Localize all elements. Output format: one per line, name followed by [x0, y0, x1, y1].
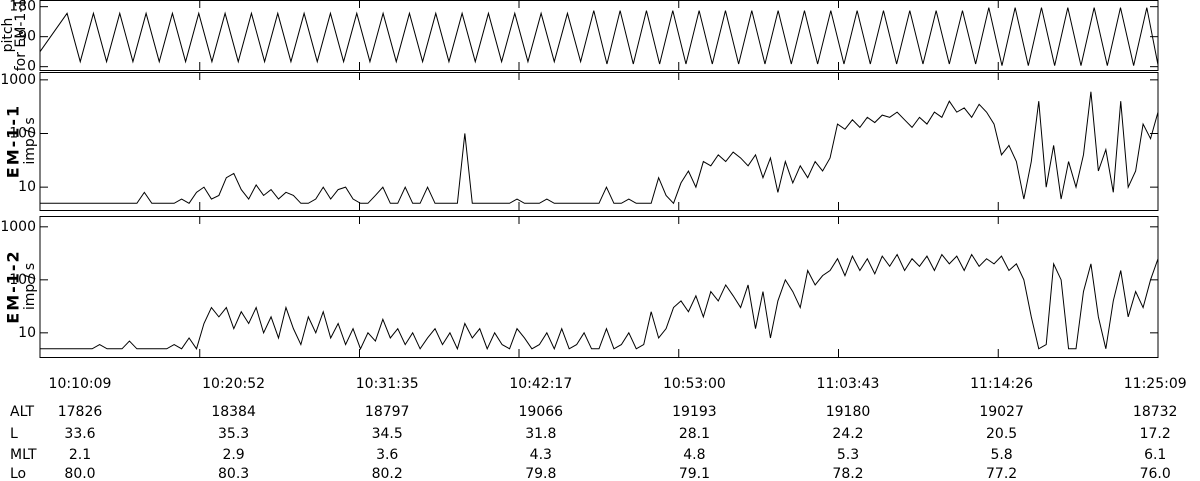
x-tick-label: 10:31:35: [356, 376, 419, 392]
row-value: 18384: [211, 404, 256, 420]
row-value: 20.5: [986, 426, 1017, 442]
x-tick-label: 10:10:09: [49, 376, 112, 392]
y-axis-label: pitch: [0, 18, 16, 53]
row-value: 80.3: [218, 466, 249, 481]
x-tick-label: 11:25:09: [1124, 376, 1187, 392]
y-axis-unit: for EM-1-1: [13, 0, 29, 71]
row-value: 19027: [979, 404, 1024, 420]
trace: [39, 7, 1159, 66]
row-value: 6.1: [1144, 447, 1166, 463]
row-value: 76.0: [1140, 466, 1171, 481]
y-tick-label: 10: [18, 325, 36, 341]
row-value: 19066: [519, 404, 564, 420]
row-value: 79.8: [525, 466, 556, 481]
trace: [40, 91, 1159, 205]
x-tick-label: 10:20:52: [202, 376, 265, 392]
y-axis-unit: imp / s: [22, 263, 38, 310]
row-value: 5.8: [990, 447, 1012, 463]
row-value: 18732: [1133, 404, 1178, 420]
row-value: 4.8: [683, 447, 705, 463]
y-tick-label: 100: [9, 125, 36, 141]
row-value: 34.5: [372, 426, 403, 442]
panel-frame: [39, 72, 1159, 211]
row-value: 17826: [58, 404, 103, 420]
y-tick-label: 1000: [0, 219, 36, 235]
row-label: MLT: [10, 447, 37, 463]
row-value: 33.6: [64, 426, 95, 442]
x-tick-label: 10:53:00: [663, 376, 726, 392]
row-value: 4.3: [530, 447, 552, 463]
trace: [40, 253, 1159, 351]
row-value: 3.6: [376, 447, 398, 463]
x-tick-label: 11:14:26: [970, 376, 1033, 392]
y-tick-label: 1000: [0, 72, 36, 88]
row-label: ALT: [10, 404, 34, 420]
row-value: 2.9: [222, 447, 244, 463]
row-value: 18797: [365, 404, 410, 420]
row-value: 28.1: [679, 426, 710, 442]
row-value: 78.2: [832, 466, 863, 481]
y-tick-label: 100: [9, 272, 36, 288]
y-tick-label: 0: [27, 59, 36, 75]
row-value: 5.3: [837, 447, 859, 463]
panel-frame: [39, 216, 1159, 358]
row-value: 19193: [672, 404, 717, 420]
row-value: 77.2: [986, 466, 1017, 481]
y-axis-label: EM-1-1: [4, 104, 23, 178]
row-value: 17.2: [1140, 426, 1171, 442]
row-value: 35.3: [218, 426, 249, 442]
y-axis-label: EM-1-2: [4, 249, 23, 323]
x-tick-label: 11:03:43: [817, 376, 880, 392]
row-label: Lo: [10, 466, 26, 481]
x-tick-label: 10:42:17: [509, 376, 572, 392]
row-label: L: [10, 426, 18, 442]
row-value: 2.1: [69, 447, 91, 463]
row-value: 80.2: [372, 466, 403, 481]
row-value: 80.0: [64, 466, 95, 481]
y-tick-label: 10: [18, 179, 36, 195]
y-tick-label: 180: [9, 0, 36, 15]
row-value: 31.8: [525, 426, 556, 442]
row-value: 24.2: [832, 426, 863, 442]
y-axis-unit: imp / s: [22, 117, 38, 164]
row-value: 79.1: [679, 466, 710, 481]
panel-frame: [39, 0, 1159, 71]
row-value: 19180: [826, 404, 871, 420]
y-tick-label: 90: [18, 29, 36, 45]
